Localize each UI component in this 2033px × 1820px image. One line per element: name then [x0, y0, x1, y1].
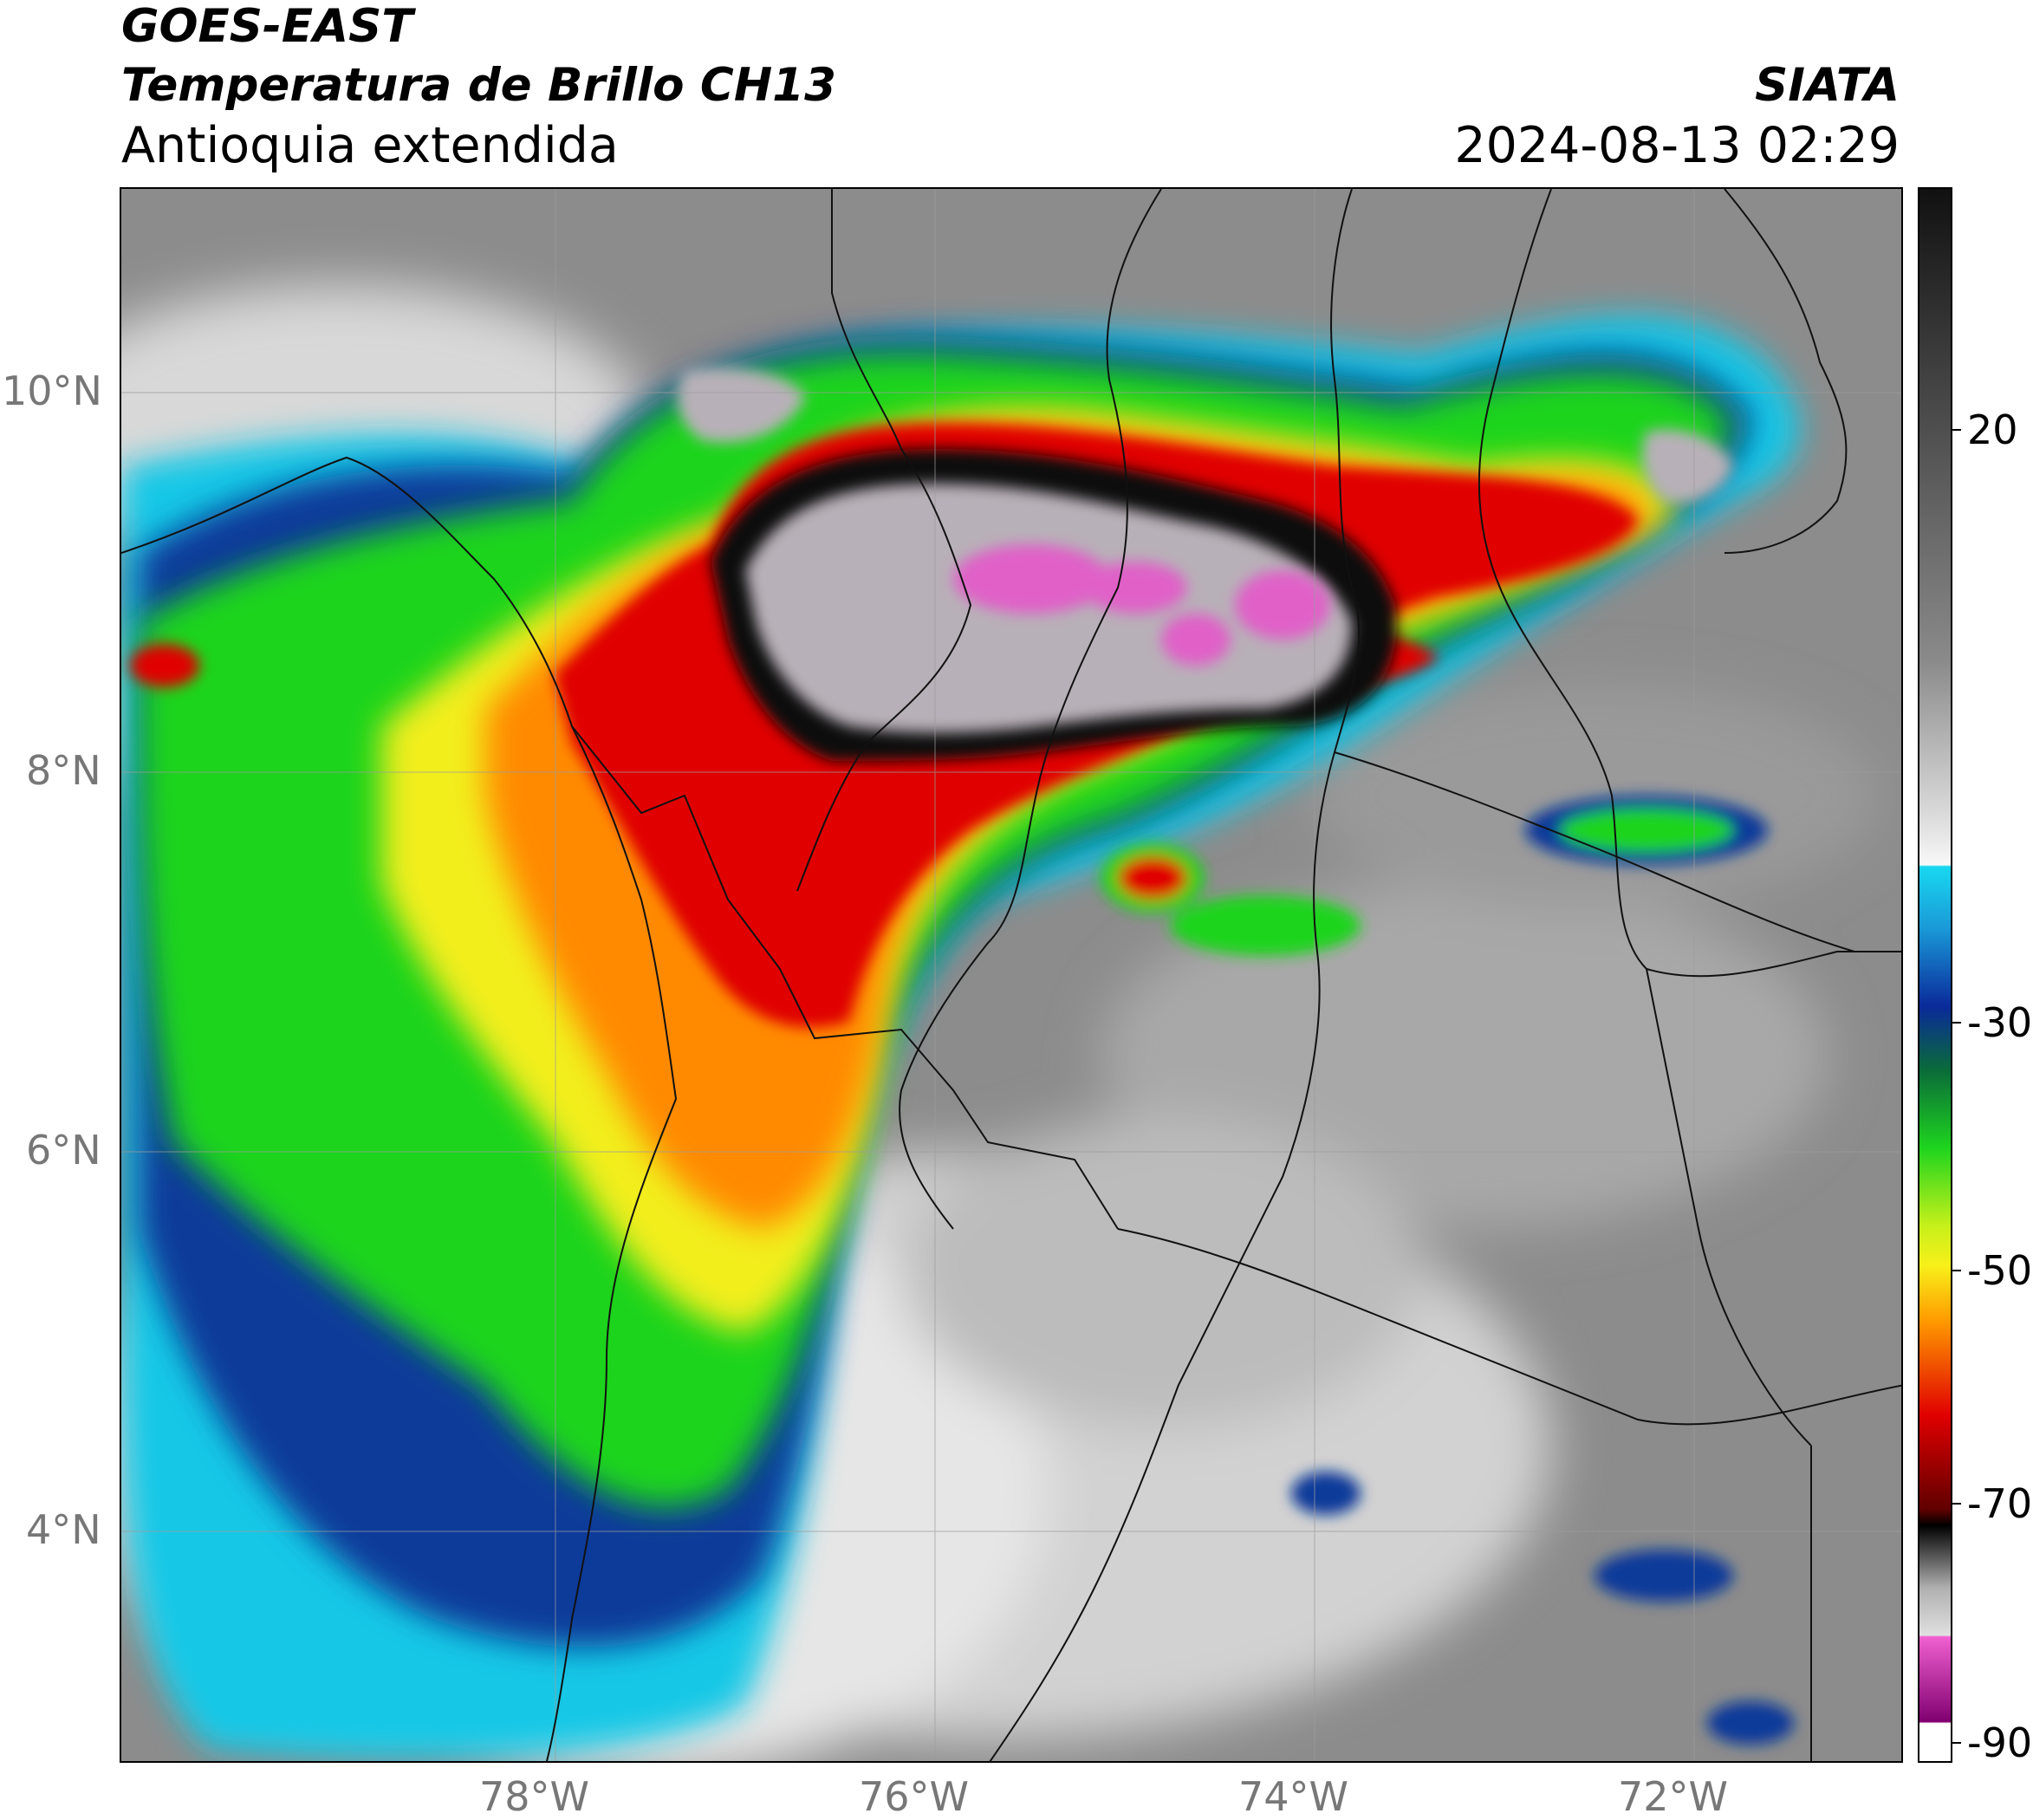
timestamp: 2024-08-13 02:29 — [1454, 117, 1900, 174]
lat-label-10n: 10°N — [2, 367, 102, 414]
lat-label-8n: 8°N — [26, 747, 101, 794]
colorbar-tickmark — [1952, 429, 1961, 431]
satellite-title: GOES-EAST — [121, 0, 413, 53]
colorbar-tick-20: 20 — [1967, 406, 2018, 453]
colorbar-gradient — [1919, 189, 1951, 1761]
colorbar-tick-minus90: -90 — [1967, 1719, 2033, 1766]
lon-label-76w: 76°W — [859, 1773, 970, 1820]
graticule — [121, 189, 1901, 1761]
colorbar-tick-minus50: -50 — [1967, 1247, 2033, 1294]
lon-label-74w: 74°W — [1238, 1773, 1349, 1820]
colorbar-tick-minus70: -70 — [1967, 1480, 2033, 1527]
satellite-map — [120, 187, 1903, 1763]
lon-label-72w: 72°W — [1618, 1773, 1729, 1820]
cloud-top-pink — [953, 544, 1330, 666]
isolated-convective-cells — [130, 644, 1794, 1745]
brightness-temperature-image — [121, 189, 1901, 1761]
lat-label-6n: 6°N — [26, 1127, 101, 1173]
lon-label-78w: 78°W — [479, 1773, 590, 1820]
colorbar-tickmarks — [1952, 187, 1963, 1763]
organization-label: SIATA — [1755, 59, 1900, 112]
colorbar-tick-minus30: -30 — [1967, 999, 2033, 1046]
colorbar-tickmark — [1952, 1270, 1961, 1271]
lat-label-4n: 4°N — [26, 1506, 101, 1553]
product-title: Temperatura de Brillo CH13 — [121, 59, 836, 112]
region-subtitle: Antioquia extendida — [121, 117, 619, 174]
colorbar-tickmark — [1952, 1022, 1961, 1024]
temperature-colorbar — [1918, 187, 1952, 1763]
colorbar-tickmark — [1952, 1742, 1961, 1744]
colorbar-tickmark — [1952, 1503, 1961, 1505]
boundaries — [121, 189, 1901, 1761]
